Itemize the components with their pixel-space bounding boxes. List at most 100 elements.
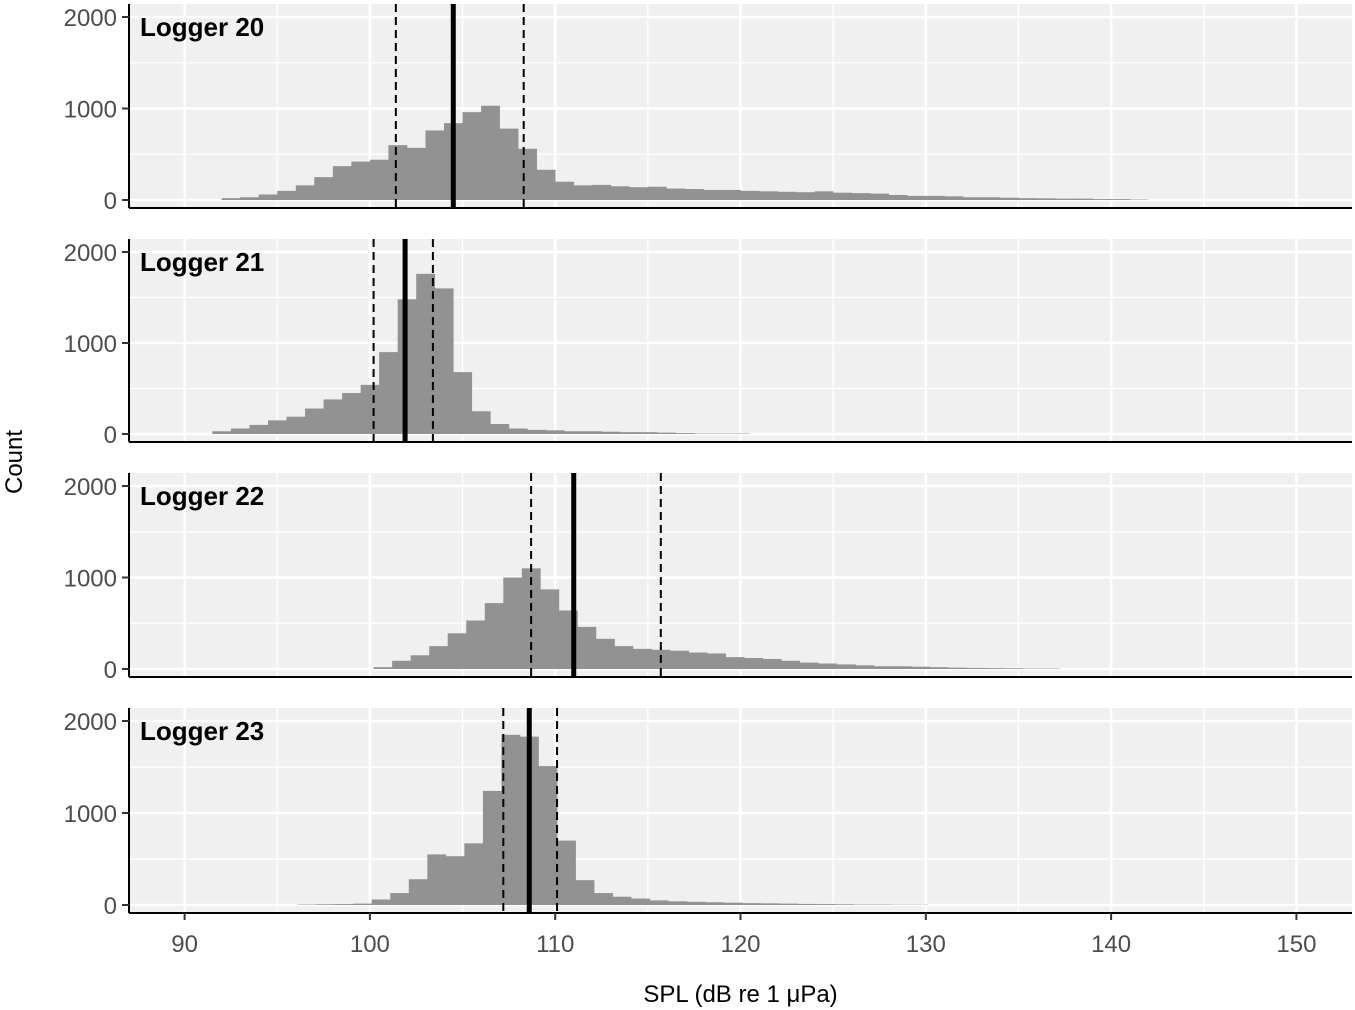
histogram-bar (351, 161, 371, 200)
x-tick-label: 120 (720, 931, 760, 958)
histogram-bar (379, 352, 398, 434)
histogram-bar (575, 880, 595, 905)
y-tick-label: 0 (104, 188, 117, 215)
histogram-bar (870, 193, 890, 200)
histogram-bar (392, 660, 411, 669)
histogram-bar (390, 893, 410, 905)
histogram-bar (1074, 198, 1093, 200)
histogram-bar (481, 105, 500, 200)
histogram-bar (649, 900, 669, 905)
histogram-bar (925, 195, 945, 200)
histogram-bar (836, 664, 856, 669)
x-tick-label: 130 (906, 931, 946, 958)
histogram-bar (620, 432, 639, 434)
histogram-bar (779, 903, 799, 905)
histogram-bar (740, 190, 760, 200)
histogram-bar (334, 904, 354, 905)
histogram-bar (799, 662, 819, 669)
histogram-bar (835, 904, 854, 905)
histogram-bar (944, 196, 964, 200)
histogram-bar (277, 190, 297, 200)
histogram-bar (258, 194, 278, 200)
histogram-bar (1055, 198, 1075, 200)
histogram-bar (305, 408, 324, 434)
histogram-bar (429, 646, 449, 669)
x-tick-label: 150 (1276, 931, 1316, 958)
histogram-bar (406, 147, 426, 200)
histogram-bar (723, 902, 743, 905)
histogram-bar (818, 663, 838, 669)
histogram-bar (666, 188, 686, 200)
histogram-bar (503, 577, 523, 669)
histogram-bar (286, 416, 306, 434)
x-tick-label: 100 (350, 931, 390, 958)
histogram-bar (342, 393, 361, 434)
histogram-bar (249, 424, 269, 434)
histogram-bar (962, 197, 982, 200)
x-axis-title: SPL (dB re 1 μPa) (643, 981, 837, 1008)
histogram-bar (657, 432, 676, 434)
histogram-bars (297, 734, 928, 905)
histogram-bar (1018, 198, 1038, 200)
y-tick-label: 0 (104, 893, 117, 920)
y-tick-label: 1000 (64, 331, 117, 358)
histogram-bar (610, 186, 630, 200)
histogram-bar (647, 186, 667, 200)
histogram-bar (425, 130, 445, 200)
histogram-bar (545, 430, 565, 434)
histogram-bar (416, 273, 436, 434)
x-tick-label: 110 (536, 931, 574, 958)
histogram-bar (851, 193, 871, 200)
histogram-bar (316, 904, 335, 905)
histogram-bars (221, 105, 1149, 200)
facet-panel-3: 0 1000 2000 Logger 22 (64, 473, 1352, 684)
histogram-bar (332, 166, 352, 200)
histogram-bar (703, 189, 723, 200)
histogram-bar (777, 191, 797, 200)
facet-panel-1: 0 1000 2000 Logger 20 (64, 4, 1352, 215)
histogram-bar (373, 667, 393, 669)
y-tick-label: 1000 (64, 97, 117, 124)
histogram-bar (705, 902, 725, 905)
histogram-bar (434, 288, 454, 434)
histogram-bar (230, 428, 250, 434)
histogram-bar (536, 169, 556, 200)
y-tick-label: 2000 (64, 5, 117, 32)
histogram-bar (592, 184, 612, 200)
histogram-bar (527, 429, 547, 434)
x-tick-label: 90 (171, 931, 198, 958)
histogram-bar (221, 198, 241, 200)
y-tick-label: 1000 (64, 801, 117, 828)
histogram-bar (873, 666, 893, 669)
facet-label: Logger 23 (140, 716, 264, 746)
histogram-bar (707, 653, 726, 669)
histogram-bar (471, 411, 491, 434)
histogram-bars (212, 273, 751, 434)
histogram-bar (725, 657, 745, 669)
histogram-bar (369, 159, 389, 200)
y-axis-title: Count (1, 430, 28, 494)
histogram-bar (1036, 198, 1056, 200)
histogram-bar (499, 128, 519, 200)
histogram-bar (501, 734, 521, 905)
histogram-bar (892, 666, 912, 669)
histogram-bar (966, 667, 986, 669)
histogram-bar (814, 191, 834, 200)
y-tick-label: 0 (104, 422, 117, 449)
histogram-bar (595, 638, 615, 669)
histogram-bar (371, 899, 391, 905)
histogram-bar (721, 189, 741, 200)
histogram-bar (631, 898, 651, 905)
histogram-bar (427, 854, 447, 905)
histogram-bar (910, 666, 930, 669)
histogram-bar (675, 433, 695, 434)
histogram-bar (684, 189, 704, 200)
histogram-bar (948, 667, 967, 669)
histogram-bar (295, 185, 315, 200)
histogram-bar (408, 879, 428, 905)
histogram-bar (582, 431, 602, 434)
facet-panel-2: 0 1000 2000 Logger 21 (64, 239, 1352, 449)
y-tick-label: 1000 (64, 566, 117, 593)
histogram-bar (410, 655, 430, 669)
